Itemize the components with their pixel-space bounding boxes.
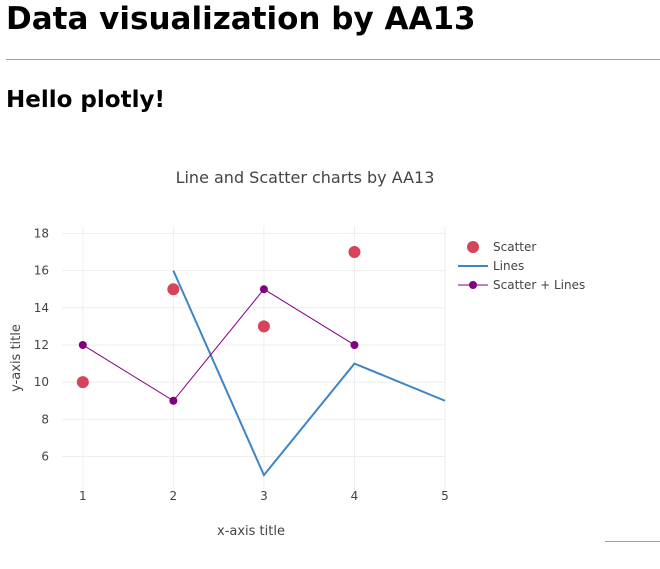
series-lines[interactable] xyxy=(172,270,446,478)
x-tick-label: 2 xyxy=(170,489,178,503)
legend-item[interactable]: Lines xyxy=(458,259,524,273)
y-tick-label: 14 xyxy=(34,301,49,315)
data-point[interactable] xyxy=(257,320,270,333)
title-divider xyxy=(6,59,660,60)
y-tick-label: 8 xyxy=(41,412,49,426)
series-line[interactable] xyxy=(82,288,355,402)
data-point[interactable] xyxy=(78,340,87,349)
legend-item[interactable]: Scatter xyxy=(467,240,536,254)
y-tick-label: 10 xyxy=(34,375,49,389)
legend[interactable]: Scatter Lines Scatter + Lines xyxy=(458,240,585,292)
legend-swatch-marker xyxy=(469,281,477,289)
y-tick-label: 18 xyxy=(34,226,49,240)
series-scatter-lines[interactable] xyxy=(78,285,359,405)
x-axis-title: x-axis title xyxy=(217,524,285,539)
data-point[interactable] xyxy=(76,376,89,389)
data-point[interactable] xyxy=(350,340,359,349)
legend-label: Scatter xyxy=(493,240,536,254)
data-point[interactable] xyxy=(169,396,178,405)
y-axis-title: y-axis title xyxy=(9,324,24,392)
series-scatter[interactable] xyxy=(76,246,361,389)
data-point[interactable] xyxy=(348,246,361,259)
x-tick-label: 1 xyxy=(79,489,87,503)
x-tick-label: 4 xyxy=(351,489,359,503)
grid-layer xyxy=(62,226,446,490)
legend-swatch-marker xyxy=(467,241,479,253)
footer-divider xyxy=(605,541,660,542)
legend-label: Scatter + Lines xyxy=(493,278,585,292)
chart-title: Line and Scatter charts by AA13 xyxy=(176,168,435,187)
legend-label: Lines xyxy=(493,259,524,273)
series-line[interactable] xyxy=(172,270,446,478)
y-tick-label: 12 xyxy=(34,338,49,352)
y-tick-label: 16 xyxy=(34,264,49,278)
data-point[interactable] xyxy=(259,285,268,294)
x-tick-label: 3 xyxy=(260,489,268,503)
legend-item[interactable]: Scatter + Lines xyxy=(458,278,585,292)
page-subtitle: Hello plotly! xyxy=(6,87,165,113)
data-point[interactable] xyxy=(167,283,180,296)
x-tick-label: 5 xyxy=(441,489,449,503)
series-layer[interactable] xyxy=(76,246,446,478)
y-tick-label: 6 xyxy=(41,450,49,464)
page-title: Data visualization by AA13 xyxy=(6,1,476,37)
